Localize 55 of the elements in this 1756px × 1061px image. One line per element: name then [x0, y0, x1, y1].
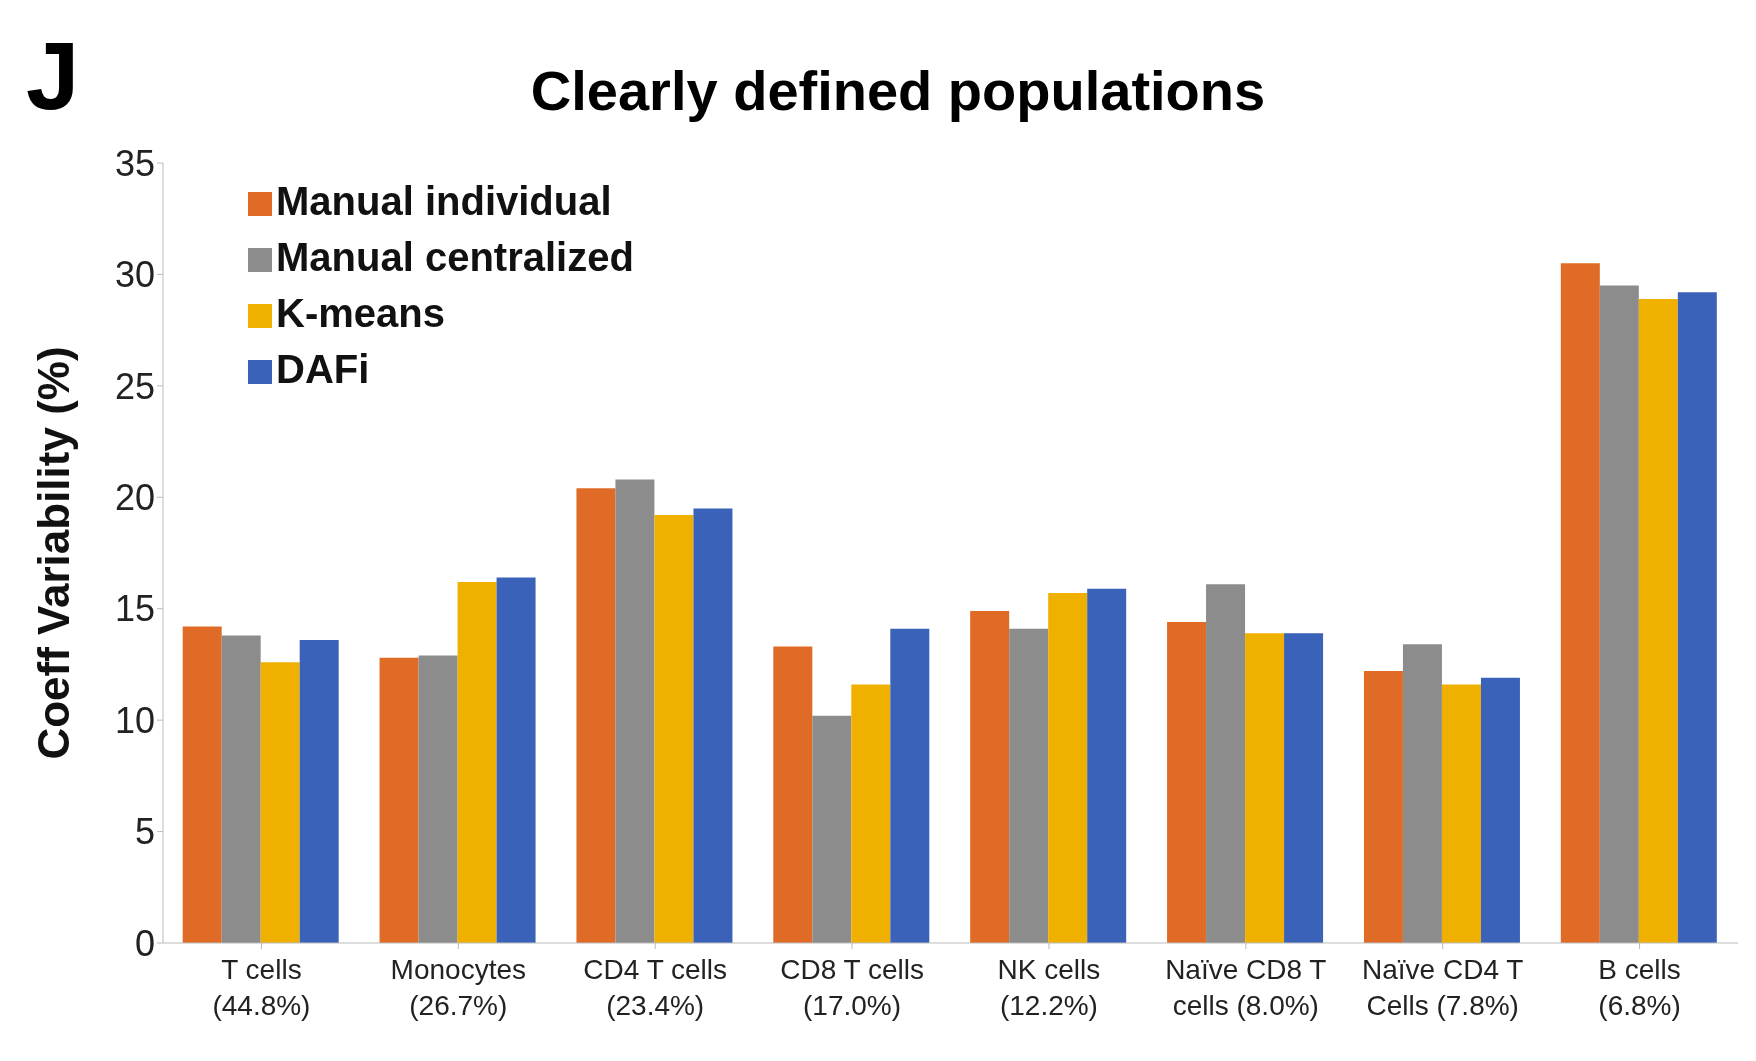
bar: [299, 639, 339, 943]
legend-label: K-means: [276, 291, 445, 335]
bar: [576, 488, 616, 943]
bar: [379, 657, 419, 943]
x-tick-label: NK cells (12.2%): [997, 954, 1101, 1021]
bar: [970, 610, 1010, 943]
bar: [1048, 593, 1088, 943]
bar: [1402, 644, 1442, 943]
bar: [1677, 292, 1717, 943]
x-tick-label: T cells (44.8%): [212, 954, 311, 1021]
bar: [1480, 677, 1520, 943]
y-tick-label: 10: [114, 699, 155, 741]
bar: [260, 662, 300, 943]
chart-title: Clearly defined populations: [530, 59, 1266, 122]
legend-label: DAFi: [276, 347, 370, 391]
bar: [654, 515, 694, 943]
y-tick-label: 35: [114, 142, 155, 184]
bar: [615, 479, 655, 943]
y-tick-label: 20: [114, 477, 155, 519]
bar: [1363, 671, 1403, 943]
y-tick-label: 0: [134, 922, 155, 964]
bar: [1206, 584, 1246, 943]
y-tick-label: 15: [114, 588, 155, 630]
bar: [1441, 684, 1481, 943]
legend-label: Manual centralized: [276, 235, 634, 279]
bar: [1167, 622, 1207, 943]
bar: [812, 715, 852, 943]
text: J: [26, 22, 80, 129]
bar: [693, 508, 733, 943]
bar: [1245, 633, 1285, 943]
bar: [1638, 298, 1678, 943]
y-tick-label: 30: [114, 254, 155, 296]
bar: [221, 635, 261, 943]
bar: [496, 577, 536, 943]
bar: [457, 581, 497, 943]
bar: [1087, 588, 1127, 943]
legend-label: Manual individual: [276, 179, 612, 223]
bar: [851, 684, 891, 943]
x-tick-label: Naïve CD4 T Cells (7.8%): [1362, 954, 1524, 1021]
y-tick-label: 25: [114, 365, 155, 407]
x-tick-label: B cells (6.8%): [1598, 954, 1681, 1021]
bar: [1599, 285, 1639, 943]
x-tick-label: CD8 T cells (17.0%): [780, 954, 924, 1021]
x-tick-label: Monocytes (26.7%): [390, 954, 527, 1021]
bar: [418, 655, 458, 943]
bar: [1284, 633, 1324, 943]
y-axis-title: Coeff Variability (%): [28, 346, 78, 760]
bar: [1009, 628, 1049, 943]
x-tick-label: Naïve CD8 T cells (8.0%): [1165, 954, 1327, 1021]
bar: [890, 628, 930, 943]
bar: [773, 646, 813, 943]
y-tick-label: 5: [134, 811, 155, 853]
bar: [182, 626, 222, 943]
x-tick-label: CD4 T cells (23.4%): [583, 954, 728, 1021]
bar: [1560, 263, 1600, 943]
